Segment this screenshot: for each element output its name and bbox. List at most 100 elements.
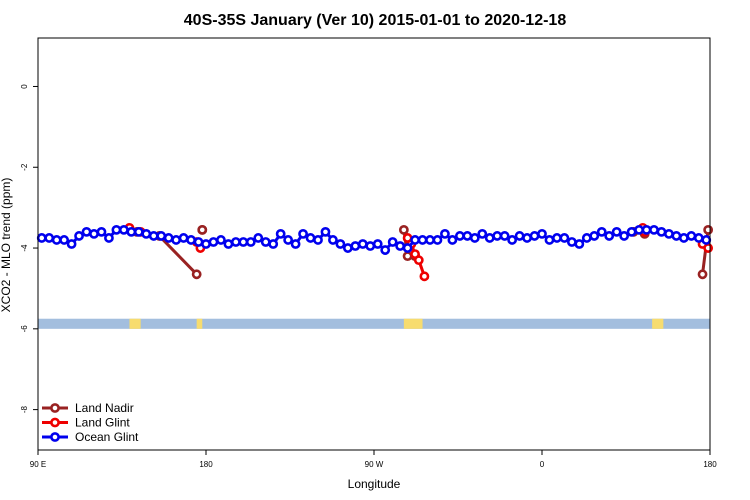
data-point — [686, 231, 697, 241]
ocean-band — [38, 318, 710, 329]
data-point — [44, 233, 55, 243]
data-point — [492, 231, 503, 241]
data-point — [462, 231, 473, 241]
data-point — [148, 231, 159, 241]
data-point — [398, 224, 409, 235]
data-point — [59, 235, 70, 245]
data-point — [223, 239, 234, 249]
data-point — [664, 229, 674, 239]
data-point — [649, 224, 659, 235]
data-point — [51, 235, 62, 245]
data-point — [260, 237, 271, 247]
chart-title: 40S-35S January (Ver 10) 2015-01-01 to 2… — [184, 12, 567, 29]
data-point — [703, 243, 714, 253]
x-tick-label: 90 E — [30, 460, 46, 469]
data-point — [447, 235, 458, 245]
data-point — [66, 239, 77, 249]
data-point — [454, 231, 465, 241]
legend-marker — [50, 403, 60, 413]
y-tick-label: -6 — [20, 325, 29, 333]
data-point — [537, 229, 547, 239]
data-point — [596, 226, 607, 237]
data-point — [507, 235, 518, 245]
x-tick-label: 180 — [703, 460, 717, 469]
data-point — [432, 235, 443, 245]
data-point — [552, 233, 562, 243]
legend-item-ocean-glint: Ocean Glint — [42, 430, 139, 444]
data-point — [678, 233, 689, 243]
data-point — [387, 237, 398, 247]
data-point — [611, 226, 622, 237]
data-point — [290, 239, 301, 249]
data-point — [253, 233, 264, 243]
data-point — [197, 224, 208, 235]
data-point — [656, 226, 667, 237]
data-point — [245, 237, 256, 247]
x-axis-label: Longitude — [348, 477, 401, 491]
data-point — [697, 269, 708, 280]
legend-marker — [50, 417, 60, 428]
legend-label: Land Nadir — [75, 401, 134, 415]
data-point — [163, 233, 174, 243]
data-point — [268, 239, 279, 249]
data-point — [350, 241, 361, 251]
data-point — [133, 226, 144, 237]
data-point — [380, 245, 391, 255]
data-point — [703, 224, 714, 235]
data-point — [566, 237, 577, 247]
land-patch — [652, 318, 664, 329]
data-point — [191, 269, 202, 280]
data-point — [342, 243, 353, 253]
data-point — [201, 239, 211, 249]
data-point — [118, 224, 129, 235]
series-ocean-glint — [36, 224, 712, 255]
data-point — [529, 231, 540, 241]
data-point — [589, 231, 600, 241]
series-layer — [36, 222, 714, 282]
data-point — [305, 233, 316, 243]
legend-item-land-glint: Land Glint — [42, 416, 130, 430]
data-point — [104, 233, 114, 243]
legend-marker — [50, 432, 60, 442]
land-patch — [196, 318, 203, 329]
data-point — [544, 235, 555, 245]
data-point — [178, 233, 189, 243]
data-point — [96, 226, 107, 237]
data-point — [402, 251, 413, 262]
data-point — [111, 224, 122, 235]
legend-label: Land Glint — [75, 416, 130, 430]
x-tick-label: 180 — [199, 460, 213, 469]
data-point — [574, 239, 585, 249]
data-point — [283, 235, 294, 245]
data-point — [477, 229, 488, 239]
y-tick-label: 0 — [20, 84, 29, 89]
data-point — [126, 226, 137, 237]
y-tick-label: -8 — [20, 406, 29, 414]
data-point — [216, 235, 226, 245]
data-point — [74, 231, 84, 241]
data-point — [484, 233, 495, 243]
data-point — [298, 229, 308, 239]
data-point — [230, 237, 241, 247]
data-point — [238, 237, 249, 247]
data-point — [671, 231, 682, 241]
data-point — [372, 239, 383, 249]
data-point — [320, 226, 331, 237]
data-point — [514, 231, 525, 241]
x-axis: 90 E 180 90 W 0 180 — [30, 450, 717, 469]
data-point — [693, 233, 704, 243]
data-point — [335, 239, 346, 249]
legend-item-land-nadir: Land Nadir — [42, 401, 134, 415]
land-patch — [403, 318, 423, 329]
x-tick-label: 0 — [540, 460, 545, 469]
data-point — [410, 235, 420, 245]
map-strip — [38, 318, 710, 329]
y-axis: 0 -2 -4 -6 -8 — [20, 84, 38, 413]
data-point — [357, 239, 368, 249]
data-point — [425, 235, 435, 245]
y-axis-label: XCO2 - MLO trend (ppm) — [0, 178, 13, 313]
data-point — [275, 229, 286, 239]
x-tick-label: 90 W — [365, 460, 384, 469]
